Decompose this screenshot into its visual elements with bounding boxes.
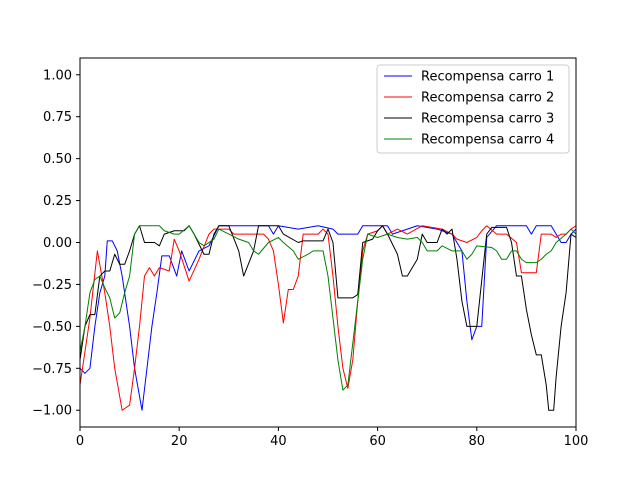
legend-label: Recompensa carro 4 <box>421 133 554 148</box>
y-tick-label: −0.75 <box>32 362 72 377</box>
y-tick-label: 0.00 <box>43 236 72 251</box>
x-tick-label: 80 <box>469 434 486 449</box>
series-line-carro-4 <box>80 225 576 391</box>
x-tick-label: 0 <box>76 434 84 449</box>
y-tick-label: −0.25 <box>32 278 72 293</box>
legend-label: Recompensa carro 3 <box>421 112 554 127</box>
y-tick-label: 0.25 <box>43 194 72 209</box>
x-tick-label: 100 <box>564 434 589 449</box>
y-tick-label: −1.00 <box>32 404 72 419</box>
legend: Recompensa carro 1 Recompensa carro 2 Reco… <box>376 64 570 154</box>
series-layer <box>80 225 576 411</box>
series-line-carro-3 <box>80 225 576 411</box>
x-tick-label: 60 <box>369 434 386 449</box>
y-tick-label: 0.50 <box>43 152 72 167</box>
series-line-carro-1 <box>80 225 576 411</box>
series-line-carro-2 <box>80 225 576 411</box>
y-axis: −1.00 −0.75 −0.50 −0.25 0.00 0.25 0.50 0.75 1.00 <box>32 68 80 419</box>
y-tick-label: 0.75 <box>43 110 72 125</box>
x-axis: 0 20 40 60 80 100 <box>76 427 589 449</box>
x-tick-label: 20 <box>171 434 188 449</box>
y-tick-label: 1.00 <box>43 68 72 83</box>
legend-box <box>376 64 570 154</box>
legend-label: Recompensa carro 1 <box>421 70 554 85</box>
legend-label: Recompensa carro 2 <box>421 91 554 106</box>
x-tick-label: 40 <box>270 434 287 449</box>
y-tick-label: −0.50 <box>32 320 72 335</box>
